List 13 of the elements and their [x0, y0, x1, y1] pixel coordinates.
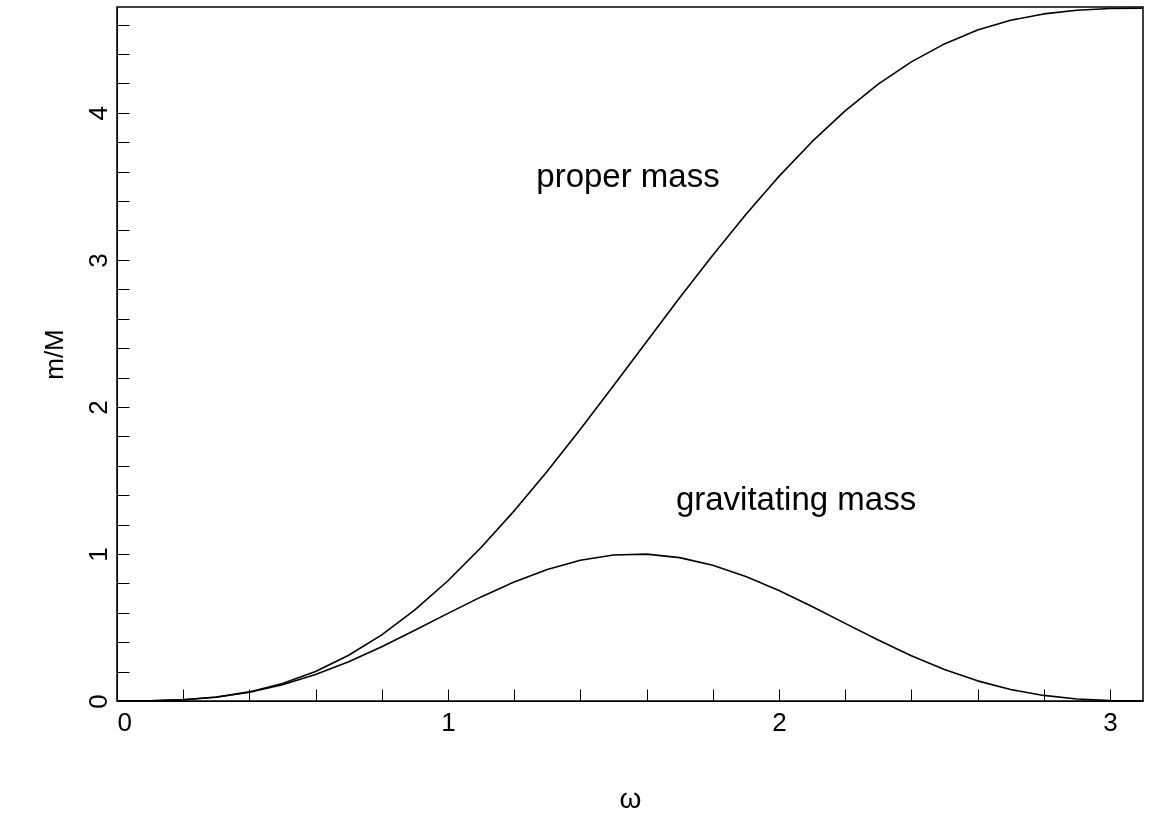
y-tick-label: 2 [82, 400, 113, 415]
x-tick-label: 0 [117, 706, 132, 737]
annotation: gravitating mass [675, 480, 917, 517]
y-axis-title: m/M [38, 329, 69, 380]
y-tick-label: 1 [82, 547, 113, 562]
y-tick-label: 3 [82, 253, 113, 268]
annotation: proper mass [536, 157, 720, 194]
x-tick-label: 3 [1103, 706, 1118, 737]
y-tick-label: 0 [82, 694, 113, 709]
x-tick-label: 2 [772, 706, 787, 737]
x-axis-title: ω [619, 782, 642, 814]
x-tick-label: 1 [441, 706, 456, 737]
y-tick-label: 4 [82, 106, 113, 121]
